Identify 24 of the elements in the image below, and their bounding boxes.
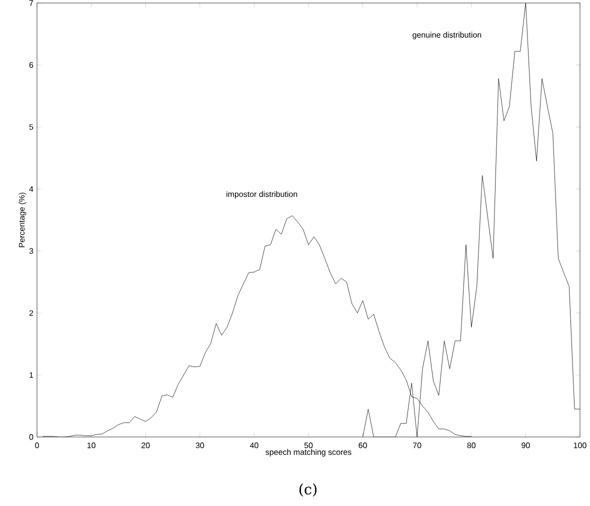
- x-tick-label: 90: [522, 442, 530, 448]
- text: (c): [299, 483, 317, 497]
- annotation: genuine distribution: [412, 32, 482, 40]
- x-axis-title: speech matching scores: [266, 449, 352, 457]
- y-tick-label: 1: [30, 372, 34, 378]
- y-tick-label: 0: [29, 434, 34, 440]
- x-tick-label: 60: [358, 442, 367, 448]
- x-tick-label: 80: [467, 442, 476, 448]
- y-axis-title: Percentage (%): [18, 192, 26, 248]
- x-tick-label: 20: [142, 442, 150, 448]
- y-tick-label: 7: [29, 0, 34, 6]
- y-tick-label: 4: [29, 186, 34, 192]
- y-tick-label: 5: [29, 124, 34, 130]
- x-tick-label: 40: [250, 442, 258, 448]
- y-tick-label: 6: [29, 62, 34, 68]
- y-tick-label: 3: [29, 248, 34, 254]
- x-tick-label: 10: [87, 442, 96, 448]
- x-tick-label: 70: [413, 442, 422, 448]
- annotation: impostor distribution: [226, 191, 298, 199]
- x-tick-label: 50: [304, 442, 313, 448]
- x-tick-label: 100: [574, 442, 586, 448]
- x-tick-label: 30: [196, 442, 204, 448]
- y-tick-label: 2: [29, 310, 34, 316]
- x-tick-label: 0: [35, 442, 39, 448]
